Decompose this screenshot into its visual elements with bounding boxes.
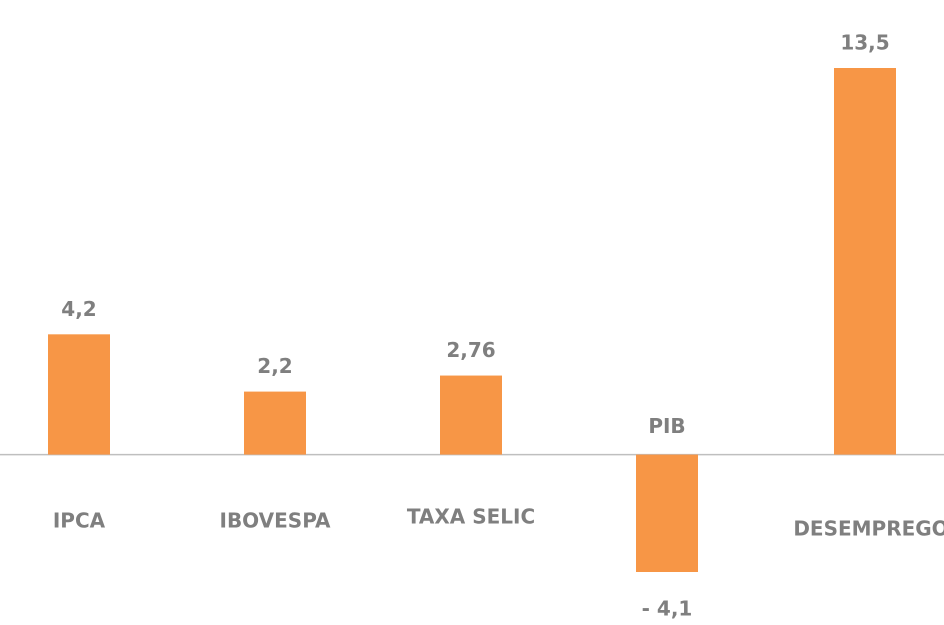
category-label: IBOVESPA [220,509,332,533]
value-label: 2,76 [446,338,495,362]
value-label: - 4,1 [642,597,693,621]
value-label: 13,5 [840,31,889,55]
bar [440,375,502,455]
category-label: TAXA SELIC [407,505,535,529]
category-label: DESEMPREGO [793,517,944,541]
category-label: IPCA [53,509,106,533]
bar [244,391,306,455]
bar [834,68,896,455]
bar [48,334,110,455]
value-label: 2,2 [257,354,292,378]
bar [636,454,698,572]
value-label: 4,2 [61,297,96,321]
category-label: PIB [648,414,685,438]
